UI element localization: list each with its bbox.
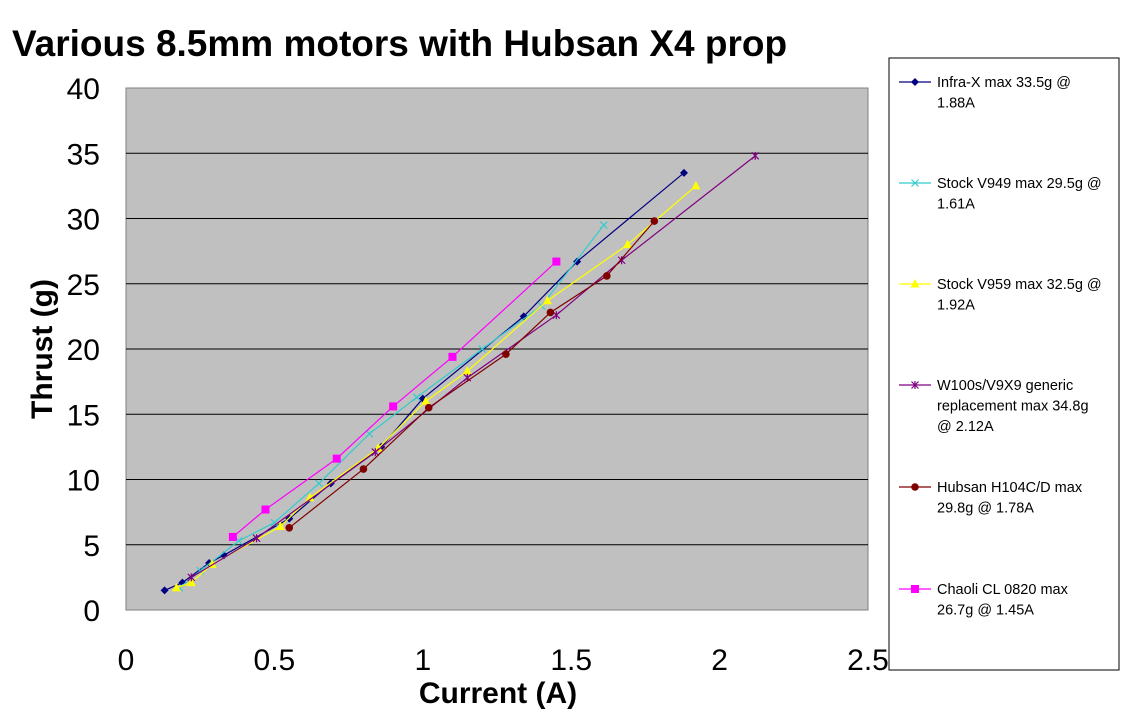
y-axis-title: Thrust (g)	[26, 279, 59, 419]
data-point	[275, 521, 285, 530]
legend-items: Infra-X max 33.5g @1.88A Stock V949 max 2…	[899, 75, 1102, 619]
y-tick-label: 15	[67, 399, 100, 432]
data-point	[332, 454, 341, 463]
data-point	[542, 295, 552, 305]
data-point	[650, 217, 659, 225]
x-tick-label: 2.5	[847, 644, 889, 677]
data-point	[911, 179, 919, 187]
data-point	[691, 180, 701, 190]
y-tick-label: 5	[83, 530, 100, 563]
x-tick-label: 1.5	[550, 644, 592, 677]
data-point	[502, 350, 510, 359]
data-point	[623, 239, 633, 249]
x-axis-ticks: 0 0.5 1 1.5 2 2.5	[118, 644, 889, 677]
data-point	[305, 492, 315, 502]
data-point	[424, 403, 433, 412]
data-point	[412, 393, 421, 402]
data-point	[270, 518, 279, 527]
series-1	[175, 221, 608, 592]
gridlines	[126, 152, 868, 546]
y-tick-label: 0	[83, 595, 100, 628]
legend-entry: Stock V949 max 29.5g @1.61A	[899, 176, 1102, 213]
series-3	[187, 151, 760, 582]
x-tick-label: 2	[711, 644, 728, 677]
x-axis-title: Current (A)	[419, 677, 577, 710]
data-point	[171, 582, 181, 592]
series-5	[228, 257, 561, 541]
y-tick-label: 25	[67, 269, 100, 302]
data-point	[462, 366, 472, 375]
legend: Infra-X max 33.5g @1.88A Stock V949 max 2…	[888, 57, 1120, 671]
data-point	[911, 585, 919, 593]
data-point	[911, 78, 919, 86]
legend-box	[888, 57, 1120, 671]
y-tick-label: 10	[67, 465, 100, 498]
series-2	[171, 180, 701, 592]
series-line	[232, 261, 557, 538]
data-point	[478, 345, 487, 353]
legend-entry: Stock V959 max 32.5g @1.92A	[899, 277, 1102, 314]
chart-title: Various 8.5mm motors with Hubsan X4 prop	[12, 23, 787, 64]
y-tick-label: 40	[67, 73, 100, 106]
legend-label: W100s/V9X9 generic replacement max 34.8g @…	[937, 378, 1089, 435]
series-line	[179, 224, 605, 589]
data-point	[186, 577, 196, 587]
data-point	[599, 221, 608, 229]
legend-label: Infra-X max 33.5g @1.88A	[937, 75, 1071, 112]
data-point	[617, 256, 626, 265]
data-point	[679, 168, 688, 177]
y-tick-label: 30	[67, 204, 100, 237]
legend-label: Stock V949 max 29.5g @1.61A	[937, 176, 1102, 213]
legend-label: Stock V959 max 32.5g @1.92A	[937, 277, 1102, 314]
data-point	[371, 448, 380, 457]
x-tick-label: 1	[414, 644, 431, 677]
legend-entry: Infra-X max 33.5g @1.88A	[899, 75, 1071, 112]
data-point	[228, 532, 237, 541]
data-point	[389, 402, 398, 411]
data-point	[448, 352, 457, 361]
data-point	[552, 257, 561, 266]
data-point	[519, 312, 528, 321]
data-point	[603, 272, 611, 280]
data-point	[365, 429, 374, 438]
data-point	[910, 279, 920, 288]
data-point	[911, 381, 919, 389]
series-4	[285, 217, 659, 532]
plot-area: 0 5 10 15 20 25 30 35 40 0 0.5 1 1.5 2 2.5	[67, 73, 889, 677]
data-point	[285, 523, 294, 532]
data-point	[573, 257, 582, 266]
y-tick-label: 35	[67, 138, 100, 171]
data-point	[373, 443, 383, 452]
y-tick-label: 20	[67, 334, 100, 367]
data-point	[421, 396, 431, 405]
data-point	[359, 465, 368, 473]
data-point	[546, 308, 555, 317]
data-point	[911, 483, 919, 491]
legend-entry: W100s/V9X9 generic replacement max 34.8g @…	[899, 378, 1089, 435]
data-point	[252, 534, 261, 543]
legend-entry: Hubsan H104C/D max 29.8g @ 1.78A	[899, 480, 1083, 517]
x-tick-label: 0.5	[254, 644, 296, 677]
legend-label: Hubsan H104C/D max 29.8g @ 1.78A	[937, 480, 1083, 517]
data-point	[187, 573, 196, 582]
legend-label: Chaoli CL 0820 max 26.7g @ 1.45A	[937, 582, 1069, 619]
series-layer	[160, 151, 760, 595]
data-point	[751, 151, 760, 160]
x-tick-label: 0	[118, 644, 135, 677]
legend-entry: Chaoli CL 0820 max 26.7g @ 1.45A	[899, 582, 1069, 619]
data-point	[160, 586, 169, 595]
data-point	[261, 505, 270, 514]
data-point	[314, 479, 323, 488]
y-axis-ticks: 0 5 10 15 20 25 30 35 40	[67, 73, 100, 628]
